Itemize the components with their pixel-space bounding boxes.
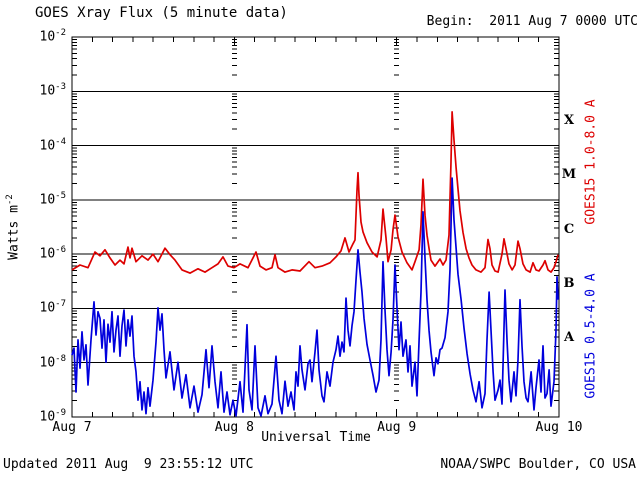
y-axis-tick-label: 10-9 xyxy=(39,408,67,425)
x-axis-tick-label: Aug 7 xyxy=(52,420,92,435)
y-axis-tick-label: 10-8 xyxy=(39,353,67,371)
long-channel-line xyxy=(71,111,559,274)
y-axis-label-base: Watts m xyxy=(6,205,22,260)
flare-class-label: X xyxy=(563,113,575,129)
y-axis-tick-label: 10-7 xyxy=(39,299,67,316)
y-axis-tick-label: 10-3 xyxy=(39,82,67,99)
y-axis-label: Watts m-2 xyxy=(5,194,22,260)
y-axis-label-exponent: -2 xyxy=(5,194,16,206)
updated-timestamp: Updated 2011 Aug 9 23:55:12 UTC xyxy=(3,457,254,472)
x-axis-tick-label: Aug 8 xyxy=(214,420,254,435)
series-label-long-channel: GOES15 1.0-8.0 A xyxy=(583,99,599,225)
begin-timestamp: Begin: 2011 Aug 7 0000 UTC xyxy=(426,14,638,29)
y-axis-tick-label: 10-5 xyxy=(39,190,67,208)
y-axis-tick-label: 10-4 xyxy=(39,136,67,153)
series-label-short-channel: GOES15 0.5-4.0 A xyxy=(583,273,599,399)
source-attribution: NOAA/SWPC Boulder, CO USA xyxy=(440,457,636,472)
short-channel-line xyxy=(71,177,559,417)
x-axis-tick-label: Aug 10 xyxy=(535,420,583,435)
page-title: GOES Xray Flux (5 minute data) xyxy=(35,5,288,21)
y-axis-tick-label: 10-2 xyxy=(39,28,67,45)
flare-class-label: M xyxy=(561,167,577,183)
flare-class-label: B xyxy=(563,276,575,291)
flare-class-label: A xyxy=(563,330,575,346)
y-axis-tick-label: 10-6 xyxy=(39,245,67,262)
flare-class-label: C xyxy=(563,221,575,237)
x-axis-label: Universal Time xyxy=(261,430,371,445)
x-axis-tick-label: Aug 9 xyxy=(377,420,417,435)
